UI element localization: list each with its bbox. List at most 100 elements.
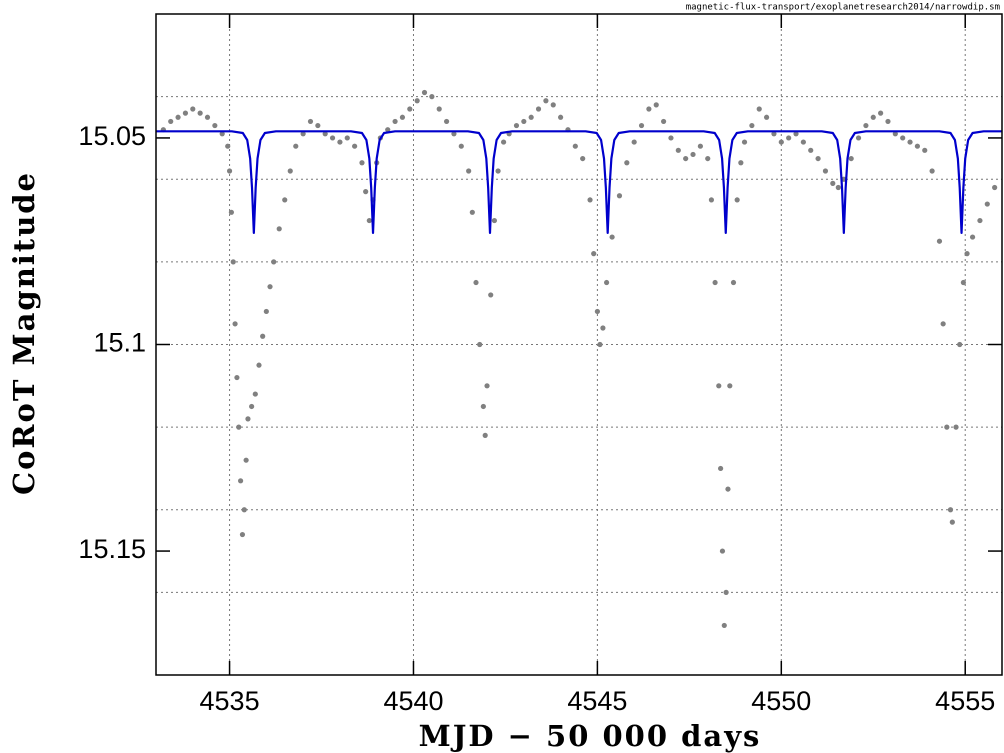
- data-point: [363, 189, 369, 195]
- data-point: [922, 147, 928, 153]
- data-point: [337, 139, 343, 145]
- data-point: [392, 118, 398, 125]
- data-point: [234, 374, 240, 381]
- data-point: [749, 122, 755, 129]
- data-point: [480, 403, 486, 410]
- data-point: [175, 114, 181, 120]
- data-point: [683, 155, 689, 162]
- data-point: [550, 102, 556, 108]
- data-point: [600, 325, 606, 331]
- data-point: [587, 197, 593, 203]
- data-point: [276, 226, 282, 232]
- data-point: [226, 168, 233, 174]
- data-point: [738, 160, 744, 166]
- data-point: [835, 184, 841, 191]
- data-point: [466, 168, 472, 174]
- data-point: [287, 168, 293, 174]
- data-point: [815, 155, 821, 162]
- data-point: [969, 234, 976, 240]
- data-point: [500, 139, 507, 145]
- data-point: [580, 155, 586, 162]
- data-point: [870, 114, 876, 120]
- data-point: [907, 139, 913, 145]
- data-point: [661, 118, 667, 125]
- data-point: [721, 622, 727, 629]
- data-point: [488, 292, 494, 298]
- data-point: [473, 279, 479, 286]
- y-tick-label: 15.1: [93, 328, 146, 358]
- file-note: magnetic-flux-transport/exoplanetresearc…: [686, 3, 1000, 13]
- data-point: [984, 201, 990, 207]
- data-point: [458, 143, 464, 149]
- data-point: [491, 217, 497, 224]
- data-point: [793, 131, 799, 137]
- data-point: [863, 122, 869, 129]
- data-point: [249, 403, 255, 410]
- data-point: [228, 209, 235, 215]
- data-point: [947, 507, 954, 513]
- data-point: [256, 362, 262, 368]
- data-point: [385, 127, 391, 133]
- data-point: [271, 259, 277, 265]
- data-point: [822, 168, 829, 174]
- data-point: [597, 341, 603, 348]
- data-point: [960, 279, 966, 286]
- data-point: [690, 151, 696, 158]
- data-point: [414, 98, 420, 104]
- data-point: [940, 321, 946, 327]
- data-point: [204, 114, 211, 120]
- data-point: [977, 217, 983, 224]
- model-line: [156, 130, 1002, 235]
- data-point: [282, 197, 288, 203]
- data-point: [236, 424, 242, 430]
- data-point: [800, 139, 806, 145]
- data-point: [944, 424, 950, 430]
- data-point: [252, 391, 258, 397]
- data-point: [558, 114, 564, 120]
- data-point: [307, 118, 314, 125]
- data-point: [260, 333, 266, 339]
- data-point: [243, 457, 249, 463]
- data-point: [734, 197, 740, 203]
- data-point: [436, 106, 442, 112]
- data-point: [469, 209, 475, 215]
- data-point: [429, 94, 435, 100]
- data-point: [653, 102, 659, 108]
- plot-area: [156, 89, 1002, 629]
- y-tick-label: 15.15: [78, 534, 146, 564]
- data-point: [914, 143, 921, 149]
- data-point: [399, 114, 406, 120]
- data-point: [957, 341, 963, 348]
- data-point: [267, 284, 273, 290]
- data-point: [708, 197, 715, 203]
- data-point: [638, 122, 645, 129]
- x-tick-label: 4535: [200, 686, 260, 716]
- y-axis-title: CoRoT Magnitude: [7, 171, 41, 495]
- data-point: [197, 110, 203, 116]
- x-tick-label: 4550: [751, 686, 811, 716]
- data-point: [778, 139, 784, 145]
- data-point: [182, 110, 189, 116]
- data-point: [521, 118, 527, 125]
- data-point: [609, 234, 615, 240]
- data-point: [443, 118, 450, 125]
- data-point: [238, 478, 244, 484]
- data-point: [964, 251, 970, 257]
- data-point: [646, 106, 652, 112]
- data-point: [723, 589, 729, 595]
- data-point: [484, 383, 490, 389]
- data-point: [451, 131, 457, 137]
- data-point: [771, 131, 777, 137]
- x-tick-label: 4555: [935, 686, 995, 716]
- data-point: [219, 131, 225, 137]
- data-point: [878, 110, 884, 116]
- data-point: [245, 416, 251, 422]
- data-point: [949, 519, 955, 525]
- data-point: [293, 143, 299, 149]
- data-point: [239, 531, 246, 538]
- data-point: [929, 168, 935, 174]
- data-point: [725, 486, 731, 492]
- data-point: [616, 193, 623, 199]
- data-point: [631, 139, 637, 145]
